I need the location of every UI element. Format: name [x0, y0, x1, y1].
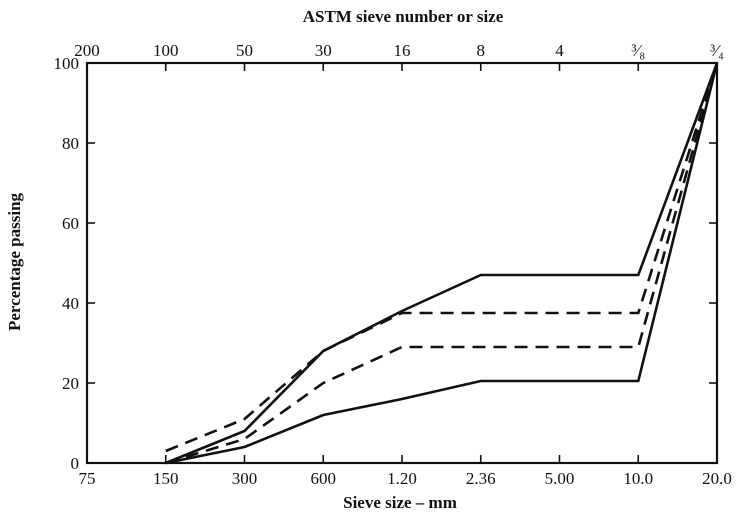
y-axis-title: Percentage passing [5, 192, 24, 331]
top-axis-title: ASTM sieve number or size [303, 7, 504, 26]
series-line-2-dashed [165, 62, 719, 465]
top-tick-label: 100 [153, 41, 179, 60]
series-line-0-solid [165, 62, 719, 465]
x-axis-title: Sieve size – mm [343, 493, 457, 512]
series-group [165, 62, 719, 465]
top-tick-label: 4 [555, 41, 564, 60]
series-line-3-solid [165, 62, 719, 465]
plot-frame [85, 61, 719, 465]
y-tick-label: 40 [62, 294, 79, 313]
top-tick-label: 200 [74, 41, 100, 60]
bottom-tick-label: 5.00 [545, 469, 575, 488]
top-tick-label: 16 [394, 41, 411, 60]
series-line-1-dashed [165, 62, 719, 453]
bottom-tick-label: 300 [232, 469, 258, 488]
bottom-tick-label: 75 [79, 469, 96, 488]
y-tick-label: 80 [62, 134, 79, 153]
top-tick-label: 50 [236, 41, 253, 60]
top-tick-label: 8 [477, 41, 486, 60]
bottom-tick-label: 20.0 [702, 469, 732, 488]
y-tick-label: 60 [62, 214, 79, 233]
y-tick-label: 100 [54, 54, 80, 73]
y-tick-label: 0 [71, 454, 80, 473]
bottom-tick-label: 600 [311, 469, 337, 488]
bottom-tick-label: 10.0 [623, 469, 653, 488]
top-tick-label: ³⁄₄ [710, 41, 724, 60]
bottom-tick-label: 150 [153, 469, 179, 488]
bottom-tick-label: 2.36 [466, 469, 496, 488]
top-tick-label: 30 [315, 41, 332, 60]
y-tick-label: 20 [62, 374, 79, 393]
bottom-tick-label: 1.20 [387, 469, 417, 488]
top-tick-label: ³⁄₈ [631, 41, 645, 60]
